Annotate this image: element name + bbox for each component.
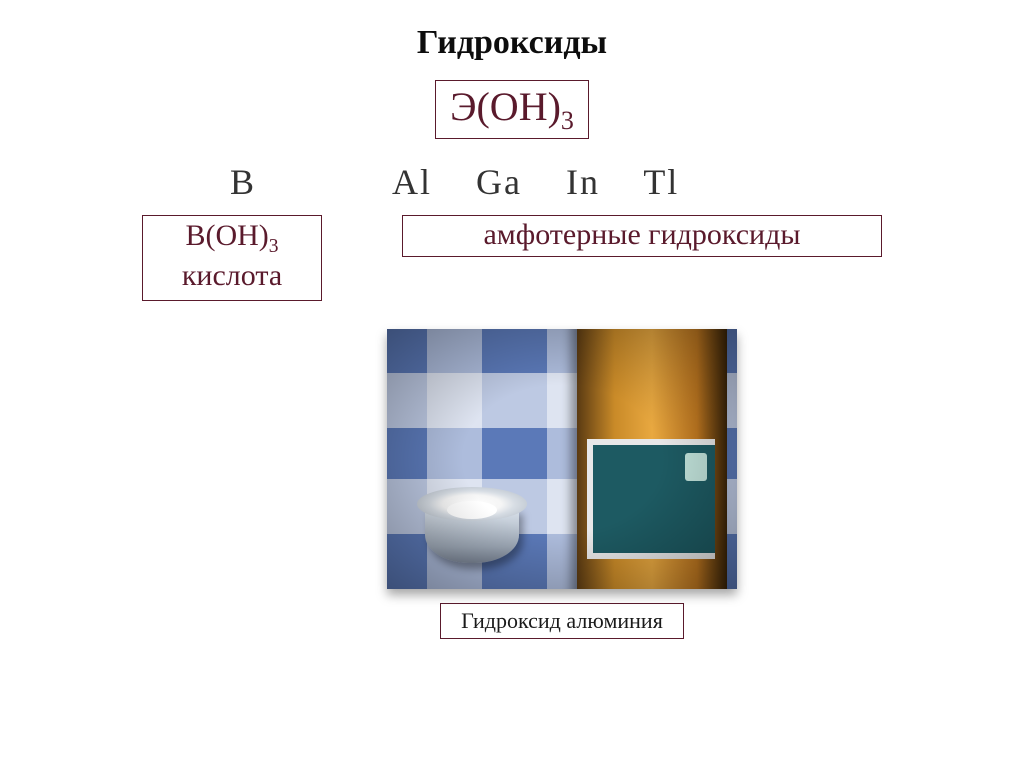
photo-vignette: [387, 329, 737, 589]
classification-row: B(OH)3 кислота амфотерные гидроксиды: [142, 215, 882, 301]
boron-formula-base: B(OH): [185, 219, 268, 252]
boron-formula: B(OH)3: [149, 218, 315, 258]
elements-amphoteric: Al Ga In Tl: [342, 161, 882, 203]
amphoteric-hydroxides-box: амфотерные гидроксиды: [402, 215, 882, 257]
boron-formula-sub: 3: [269, 236, 279, 257]
general-formula-sub: 3: [561, 106, 574, 135]
boron-hydroxide-box: B(OH)3 кислота: [142, 215, 322, 301]
elements-row: B Al Ga In Tl: [142, 161, 882, 203]
photo-section: Гидроксид алюминия: [387, 329, 737, 639]
aluminium-hydroxide-photo: [387, 329, 737, 589]
general-formula: Э(OH)3: [450, 84, 574, 129]
general-formula-base: Э(OH): [450, 84, 561, 129]
boron-acid-label: кислота: [149, 258, 315, 294]
element-boron: B: [142, 161, 342, 203]
general-formula-box: Э(OH)3: [435, 80, 589, 139]
photo-caption: Гидроксид алюминия: [440, 603, 684, 639]
page-title: Гидроксиды: [417, 24, 607, 62]
